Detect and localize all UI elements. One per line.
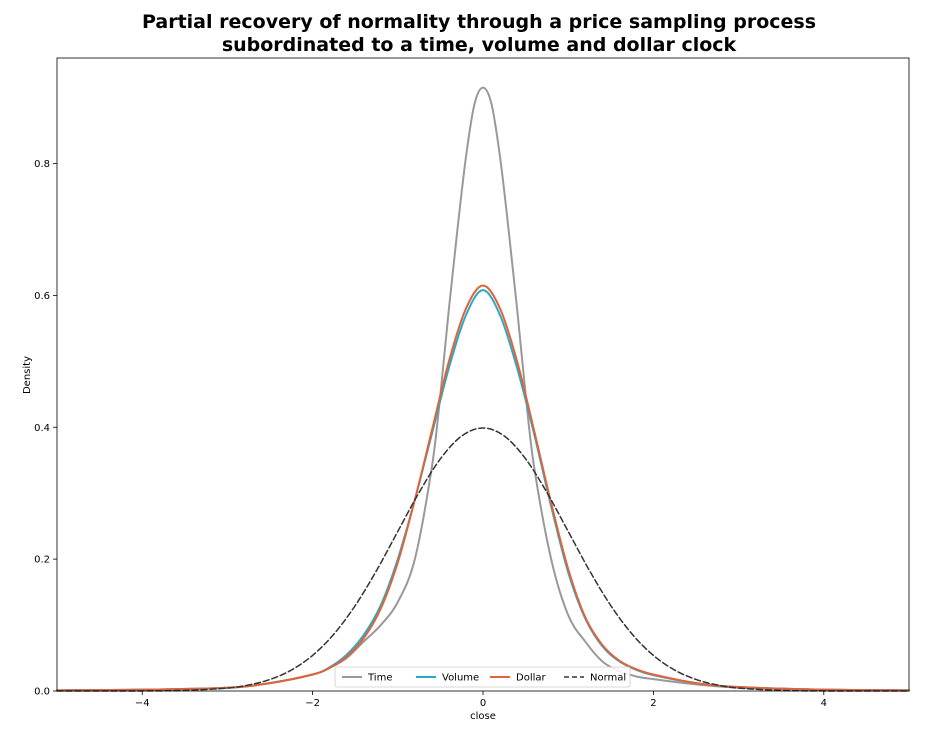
chart-title-line-1: Partial recovery of normality through a … <box>142 11 816 33</box>
y-tick-label: 0.8 <box>34 159 50 170</box>
plot-area <box>57 58 909 691</box>
y-tick-label: 0.6 <box>34 291 50 302</box>
series-line-normal <box>56 427 910 692</box>
x-axis-label: close <box>470 711 496 722</box>
y-axis-label: Density <box>22 356 33 394</box>
legend-label-volume: Volume <box>442 673 479 684</box>
x-tick-label: 0 <box>480 698 486 709</box>
chart-title-line-2: subordinated to a time, volume and dolla… <box>222 34 737 56</box>
legend-label-dollar: Dollar <box>516 673 547 684</box>
y-tick-label: 0.0 <box>34 687 50 698</box>
x-tick-label: 2 <box>650 698 656 709</box>
series-line-dollar <box>56 284 910 692</box>
plot-frame <box>56 57 910 692</box>
legend-box <box>334 666 631 688</box>
legend-label-time: Time <box>367 673 392 684</box>
y-ticks: 0.0 0.2 0.4 0.6 0.8 <box>34 159 57 698</box>
y-tick-label: 0.4 <box>34 423 50 434</box>
y-tick-label: 0.2 <box>34 555 50 566</box>
x-tick-label: 4 <box>821 698 827 709</box>
legend-label-normal: Normal <box>590 673 626 684</box>
legend: Time Volume Dollar Normal <box>334 666 631 688</box>
x-tick-label: −4 <box>135 698 150 709</box>
x-ticks: −4 −2 0 2 4 <box>135 691 827 709</box>
x-tick-label: −2 <box>305 698 320 709</box>
